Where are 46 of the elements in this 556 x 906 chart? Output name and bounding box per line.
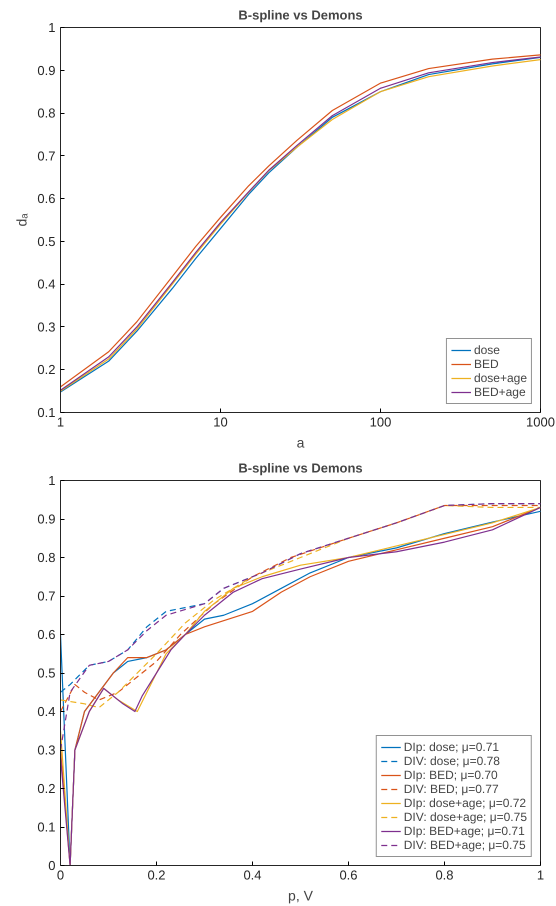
- legend-label: DIp: dose; μ=0.71: [404, 740, 500, 754]
- legend-label: BED: [474, 357, 499, 371]
- x-tick-label: 0.2: [147, 868, 166, 882]
- legend-label: DIV: BED; μ=0.77: [404, 782, 499, 796]
- legend-label: DIp: dose+age; μ=0.72: [404, 796, 526, 810]
- y-tick-label: 0.6: [37, 627, 56, 642]
- y-tick-label: 0.7: [37, 588, 56, 604]
- x-tick-label: 10: [213, 414, 228, 430]
- x-tick-label: 0.6: [339, 868, 358, 882]
- x-tick-label: 0.8: [435, 868, 454, 882]
- y-tick-label: 1: [48, 20, 56, 35]
- y-tick-label: 0.1: [37, 820, 56, 834]
- y-tick-label: 0.5: [37, 234, 56, 249]
- legend-label: DIV: BED+age; μ=0.75: [404, 838, 526, 852]
- legend-label: DIV: dose; μ=0.78: [404, 754, 500, 768]
- x-tick-label: 0.4: [243, 868, 262, 882]
- y-tick-label: 0.9: [37, 512, 56, 526]
- y-tick-label: 0.9: [37, 62, 56, 78]
- legend-label: dose: [474, 343, 500, 357]
- y-tick-label: 0: [48, 858, 56, 873]
- y-tick-label: 0.3: [37, 319, 56, 334]
- x-tick-label: 1: [536, 868, 544, 882]
- y-tick-label: 0.3: [37, 742, 56, 758]
- y-tick-label: 0.4: [37, 704, 56, 719]
- y-tick-label: 0.8: [37, 550, 56, 565]
- y-tick-label: 0.1: [37, 405, 56, 420]
- legend-label: DIV: dose+age; μ=0.75: [404, 810, 527, 824]
- x-axis-title: a: [296, 434, 305, 450]
- y-tick-label: 0.2: [37, 362, 56, 378]
- legend-label: BED+age: [474, 385, 526, 399]
- legend-label: dose+age: [474, 371, 527, 385]
- y-tick-label: 0.2: [37, 781, 56, 796]
- x-tick-label: 1000: [526, 414, 555, 430]
- chart-title: B-spline vs Demons: [238, 460, 363, 476]
- x-tick-label: 100: [370, 414, 392, 430]
- legend-label: DIp: BED; μ=0.70: [404, 768, 498, 782]
- y-tick-label: 0.7: [37, 148, 56, 164]
- y-tick-label: 1: [48, 473, 56, 488]
- y-axis-title: dₐ: [13, 212, 30, 226]
- y-tick-label: 0.5: [37, 666, 56, 680]
- chart-title: B-spline vs Demons: [238, 8, 363, 22]
- y-tick-label: 0.4: [37, 276, 56, 292]
- y-tick-label: 0.6: [37, 191, 56, 206]
- legend-label: DIp: BED+age; μ=0.71: [404, 824, 525, 838]
- y-tick-label: 0.8: [37, 106, 56, 121]
- x-axis-title: p, V: [288, 888, 314, 904]
